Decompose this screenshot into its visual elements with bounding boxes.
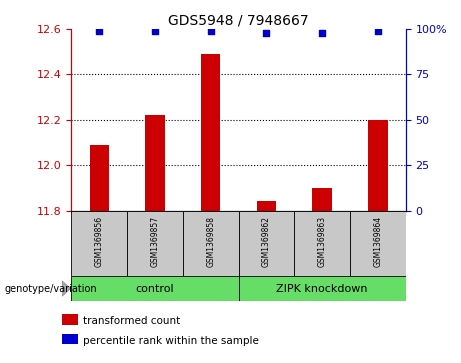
Point bbox=[374, 28, 382, 34]
Bar bbox=[294, 211, 350, 276]
Text: GSM1369857: GSM1369857 bbox=[150, 216, 160, 268]
Bar bbox=[89, 145, 109, 211]
Bar bbox=[62, 314, 78, 325]
Point bbox=[207, 28, 214, 34]
Bar bbox=[368, 120, 388, 211]
Bar bbox=[145, 115, 165, 211]
Bar bbox=[183, 211, 238, 276]
Text: transformed count: transformed count bbox=[83, 317, 180, 326]
Text: GSM1369863: GSM1369863 bbox=[318, 216, 327, 268]
Bar bbox=[238, 276, 406, 301]
Bar bbox=[257, 201, 276, 211]
Polygon shape bbox=[62, 281, 71, 296]
Point bbox=[95, 28, 103, 34]
Bar bbox=[350, 211, 406, 276]
Point bbox=[151, 28, 159, 34]
Text: GSM1369864: GSM1369864 bbox=[373, 216, 382, 268]
Text: percentile rank within the sample: percentile rank within the sample bbox=[83, 336, 259, 346]
Bar bbox=[201, 54, 220, 211]
Text: GSM1369858: GSM1369858 bbox=[206, 216, 215, 268]
Point bbox=[319, 30, 326, 36]
Bar bbox=[71, 276, 239, 301]
Bar bbox=[127, 211, 183, 276]
Text: ZIPK knockdown: ZIPK knockdown bbox=[277, 284, 368, 294]
Bar bbox=[62, 334, 78, 344]
Text: GSM1369856: GSM1369856 bbox=[95, 216, 104, 268]
Text: genotype/variation: genotype/variation bbox=[5, 284, 97, 294]
Title: GDS5948 / 7948667: GDS5948 / 7948667 bbox=[168, 14, 309, 28]
Text: control: control bbox=[136, 284, 174, 294]
Point bbox=[263, 30, 270, 36]
Bar bbox=[71, 211, 127, 276]
Bar bbox=[238, 211, 294, 276]
Text: GSM1369862: GSM1369862 bbox=[262, 216, 271, 268]
Bar bbox=[313, 188, 332, 211]
